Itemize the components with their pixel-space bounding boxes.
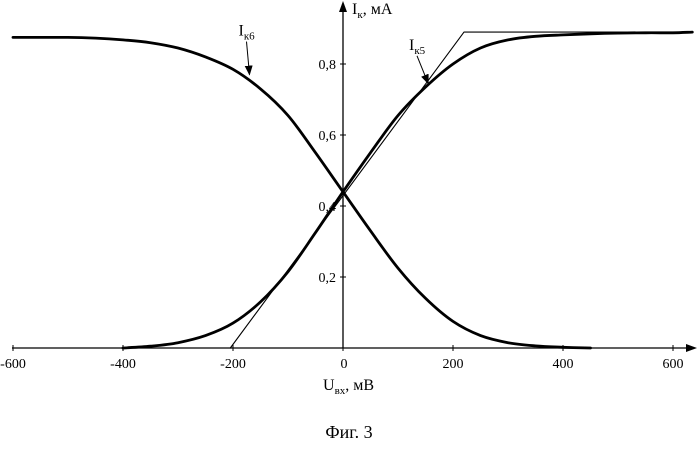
x-axis-title: Uвх, мВ bbox=[323, 377, 374, 397]
series-line-Iк6 bbox=[13, 37, 591, 348]
y-axis-title: Iк, мА bbox=[352, 1, 393, 21]
y-tick-label: 0,6 bbox=[319, 129, 337, 144]
series-group bbox=[13, 32, 692, 348]
annotation-arrow-Iк6 bbox=[247, 42, 250, 75]
series-label-Iк6: Iк6 bbox=[239, 23, 256, 43]
y-tick-label: 0,8 bbox=[319, 58, 337, 73]
approximation-line bbox=[230, 32, 692, 348]
series-label-Iк5: Iк5 bbox=[409, 37, 426, 57]
x-axis-arrow-icon bbox=[686, 344, 697, 352]
y-tick-label: 0,2 bbox=[319, 271, 337, 286]
series-label-sub: к6 bbox=[244, 31, 255, 43]
x-tick-label: 200 bbox=[443, 357, 464, 372]
ticks: -600-400-20002004006000,20,40,60,8 bbox=[0, 58, 683, 372]
annotation-arrow-Iк5 bbox=[417, 56, 428, 84]
x-axis-title-sub: вх bbox=[335, 385, 346, 397]
figure-caption: Фиг. 3 bbox=[325, 422, 372, 442]
y-axis-title-rest: , мА bbox=[363, 1, 393, 18]
x-axis-title-main: U bbox=[323, 377, 335, 394]
series-label-sub: к5 bbox=[414, 45, 425, 57]
x-tick-label: -400 bbox=[110, 357, 136, 372]
y-axis-arrow-icon bbox=[339, 1, 347, 12]
x-tick-label: 600 bbox=[663, 357, 684, 372]
x-axis-title-rest: , мВ bbox=[345, 377, 374, 394]
x-tick-label: -200 bbox=[220, 357, 246, 372]
annotations: Iк6 Iк5 bbox=[239, 23, 429, 84]
x-tick-label: -600 bbox=[0, 357, 26, 372]
x-tick-label: 400 bbox=[553, 357, 574, 372]
series-line-Iк5 bbox=[123, 32, 692, 348]
x-tick-label: 0 bbox=[341, 357, 348, 372]
